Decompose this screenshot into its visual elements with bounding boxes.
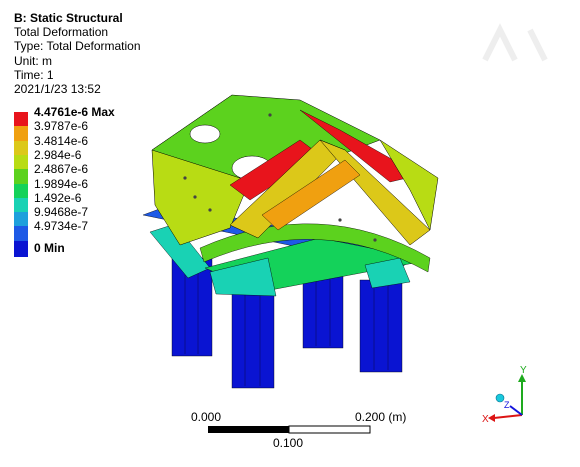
legend-level: 4.9734e-7 (14, 219, 154, 243)
legend-level: 2.984e-6 (14, 148, 154, 171)
result-type: Total Deformation (14, 25, 109, 40)
legend-swatch (14, 140, 28, 157)
scale-mid-label: 0.100 (273, 436, 304, 450)
legend-value: 4.4761e-6 Max (34, 105, 115, 119)
legend-swatch (14, 112, 28, 128)
leg-front-right (359, 279, 403, 373)
z-axis-label: Z (504, 400, 510, 410)
legend-value: 4.9734e-7 (34, 219, 89, 234)
x-axis-arrow (488, 414, 495, 422)
corner-block-front (209, 257, 277, 297)
legend-value: 0 Min (34, 240, 65, 255)
bolt-holes (183, 113, 377, 242)
legend-level: 3.4814e-6 (14, 134, 154, 157)
legend-swatch (14, 197, 28, 214)
legend-value: 2.984e-6 (34, 147, 82, 162)
legend-level: 4.4761e-6 Max (14, 105, 154, 128)
logo-watermark (482, 23, 548, 62)
y-axis-arrow (518, 374, 526, 382)
legend-level: 1.492e-6 (14, 191, 154, 214)
legend-value: 3.9787e-6 (34, 119, 89, 134)
corner-block-right (364, 257, 411, 289)
legend-swatch (14, 169, 28, 186)
housing-right-face (379, 139, 439, 231)
result-info: B: Static Structural Total Deformation T… (14, 11, 141, 96)
leg-front-left (231, 289, 275, 389)
time-line: Time: 1 (14, 67, 54, 82)
scale-left-label: 0.000 (191, 410, 222, 424)
legend-swatch (14, 212, 28, 229)
legend-swatch (14, 240, 28, 257)
x-axis-label: X (482, 414, 489, 425)
legend-swatch (14, 154, 28, 171)
legend-level: 9.9468e-7 (14, 205, 154, 229)
legend-swatch (14, 226, 28, 243)
legend-value: 2.4867e-6 (34, 162, 89, 177)
legend-swatch (14, 183, 28, 200)
isometric-view-ball[interactable] (495, 393, 505, 403)
coordinate-triad[interactable]: Y X Z (470, 360, 540, 430)
legend-value: 9.9468e-7 (34, 205, 89, 220)
legend-level: 0 Min (14, 240, 154, 257)
timestamp: 2021/1/23 13:52 (14, 82, 101, 97)
legend-level: 1.9894e-6 (14, 177, 154, 200)
scale-right-label: 0.200 (m) (355, 410, 407, 424)
z-axis-line (509, 405, 523, 416)
brace-inner (261, 159, 361, 231)
legend-value: 1.492e-6 (34, 190, 82, 205)
legend-level: 3.9787e-6 (14, 119, 154, 143)
unit-line: Unit: m (14, 53, 53, 68)
legend-value: 3.4814e-6 (34, 133, 89, 148)
y-axis-label: Y (520, 365, 527, 376)
legend-value: 1.9894e-6 (34, 176, 89, 191)
bore-hole-left (189, 124, 221, 144)
legend-swatch (14, 126, 28, 143)
legend-level: 2.4867e-6 (14, 162, 154, 186)
x-axis-line (493, 414, 523, 419)
type-line: Type: Total Deformation (14, 39, 141, 54)
analysis-title: B: Static Structural (14, 11, 123, 25)
